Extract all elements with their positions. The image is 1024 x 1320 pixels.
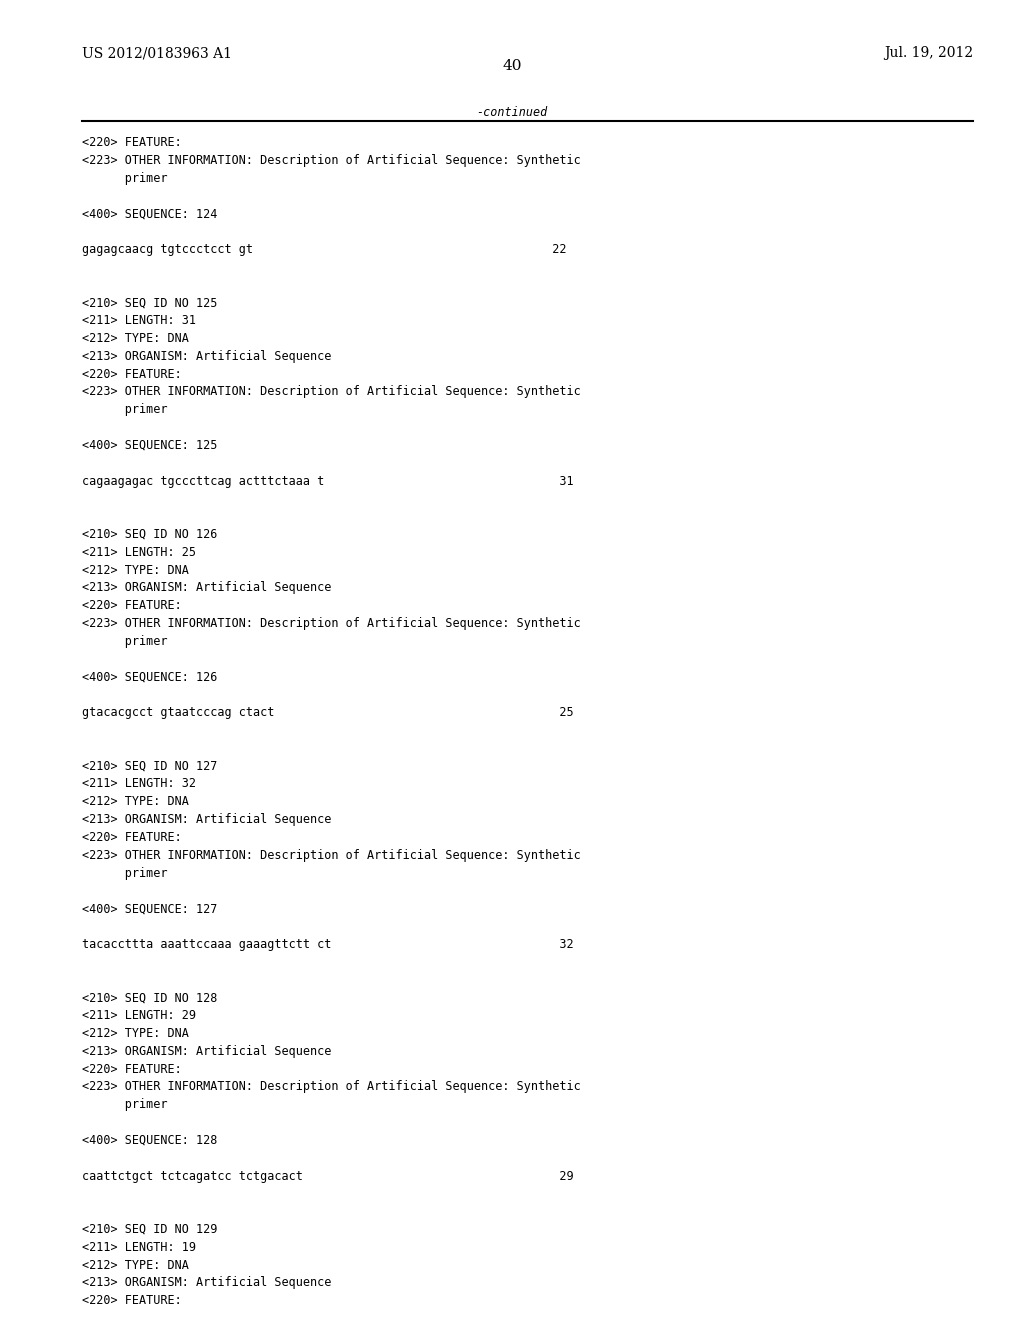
- Text: <400> SEQUENCE: 127: <400> SEQUENCE: 127: [82, 903, 217, 915]
- Text: <400> SEQUENCE: 125: <400> SEQUENCE: 125: [82, 438, 217, 451]
- Text: <220> FEATURE:: <220> FEATURE:: [82, 367, 181, 380]
- Text: <211> LENGTH: 25: <211> LENGTH: 25: [82, 546, 196, 558]
- Text: US 2012/0183963 A1: US 2012/0183963 A1: [82, 46, 231, 61]
- Text: <210> SEQ ID NO 125: <210> SEQ ID NO 125: [82, 296, 217, 309]
- Text: tacaccttta aaattccaaa gaaagttctt ct                                32: tacaccttta aaattccaaa gaaagttctt ct 32: [82, 937, 573, 950]
- Text: gagagcaacg tgtccctcct gt                                          22: gagagcaacg tgtccctcct gt 22: [82, 243, 566, 256]
- Text: <211> LENGTH: 19: <211> LENGTH: 19: [82, 1241, 196, 1254]
- Text: <220> FEATURE:: <220> FEATURE:: [82, 599, 181, 612]
- Text: <212> TYPE: DNA: <212> TYPE: DNA: [82, 1259, 188, 1271]
- Text: <213> ORGANISM: Artificial Sequence: <213> ORGANISM: Artificial Sequence: [82, 581, 332, 594]
- Text: <223> OTHER INFORMATION: Description of Artificial Sequence: Synthetic: <223> OTHER INFORMATION: Description of …: [82, 1080, 581, 1093]
- Text: <213> ORGANISM: Artificial Sequence: <213> ORGANISM: Artificial Sequence: [82, 1276, 332, 1290]
- Text: <210> SEQ ID NO 127: <210> SEQ ID NO 127: [82, 759, 217, 772]
- Text: Jul. 19, 2012: Jul. 19, 2012: [884, 46, 973, 61]
- Text: <212> TYPE: DNA: <212> TYPE: DNA: [82, 331, 188, 345]
- Text: <211> LENGTH: 31: <211> LENGTH: 31: [82, 314, 196, 327]
- Text: <220> FEATURE:: <220> FEATURE:: [82, 1294, 181, 1307]
- Text: <212> TYPE: DNA: <212> TYPE: DNA: [82, 795, 188, 808]
- Text: 40: 40: [502, 59, 522, 74]
- Text: <223> OTHER INFORMATION: Description of Artificial Sequence: Synthetic: <223> OTHER INFORMATION: Description of …: [82, 385, 581, 399]
- Text: primer: primer: [82, 1098, 167, 1111]
- Text: -continued: -continued: [476, 106, 548, 119]
- Text: primer: primer: [82, 635, 167, 648]
- Text: <400> SEQUENCE: 128: <400> SEQUENCE: 128: [82, 1134, 217, 1147]
- Text: <212> TYPE: DNA: <212> TYPE: DNA: [82, 1027, 188, 1040]
- Text: <220> FEATURE:: <220> FEATURE:: [82, 1063, 181, 1076]
- Text: <210> SEQ ID NO 129: <210> SEQ ID NO 129: [82, 1222, 217, 1236]
- Text: <211> LENGTH: 32: <211> LENGTH: 32: [82, 777, 196, 791]
- Text: <220> FEATURE:: <220> FEATURE:: [82, 832, 181, 843]
- Text: <212> TYPE: DNA: <212> TYPE: DNA: [82, 564, 188, 577]
- Text: <213> ORGANISM: Artificial Sequence: <213> ORGANISM: Artificial Sequence: [82, 1045, 332, 1057]
- Text: primer: primer: [82, 172, 167, 185]
- Text: cagaagagac tgcccttcag actttctaaa t                                 31: cagaagagac tgcccttcag actttctaaa t 31: [82, 474, 573, 487]
- Text: <211> LENGTH: 29: <211> LENGTH: 29: [82, 1008, 196, 1022]
- Text: <220> FEATURE:: <220> FEATURE:: [82, 136, 181, 149]
- Text: <223> OTHER INFORMATION: Description of Artificial Sequence: Synthetic: <223> OTHER INFORMATION: Description of …: [82, 153, 581, 166]
- Text: <213> ORGANISM: Artificial Sequence: <213> ORGANISM: Artificial Sequence: [82, 813, 332, 826]
- Text: caattctgct tctcagatcc tctgacact                                    29: caattctgct tctcagatcc tctgacact 29: [82, 1170, 573, 1183]
- Text: <213> ORGANISM: Artificial Sequence: <213> ORGANISM: Artificial Sequence: [82, 350, 332, 363]
- Text: primer: primer: [82, 866, 167, 879]
- Text: <210> SEQ ID NO 126: <210> SEQ ID NO 126: [82, 528, 217, 541]
- Text: <223> OTHER INFORMATION: Description of Artificial Sequence: Synthetic: <223> OTHER INFORMATION: Description of …: [82, 849, 581, 862]
- Text: <210> SEQ ID NO 128: <210> SEQ ID NO 128: [82, 991, 217, 1005]
- Text: primer: primer: [82, 404, 167, 416]
- Text: <400> SEQUENCE: 124: <400> SEQUENCE: 124: [82, 207, 217, 220]
- Text: <223> OTHER INFORMATION: Description of Artificial Sequence: Synthetic: <223> OTHER INFORMATION: Description of …: [82, 618, 581, 630]
- Text: <400> SEQUENCE: 126: <400> SEQUENCE: 126: [82, 671, 217, 684]
- Text: gtacacgcct gtaatcccag ctact                                        25: gtacacgcct gtaatcccag ctact 25: [82, 706, 573, 719]
